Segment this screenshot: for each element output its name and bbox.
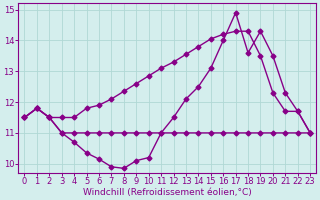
X-axis label: Windchill (Refroidissement éolien,°C): Windchill (Refroidissement éolien,°C) <box>83 188 252 197</box>
